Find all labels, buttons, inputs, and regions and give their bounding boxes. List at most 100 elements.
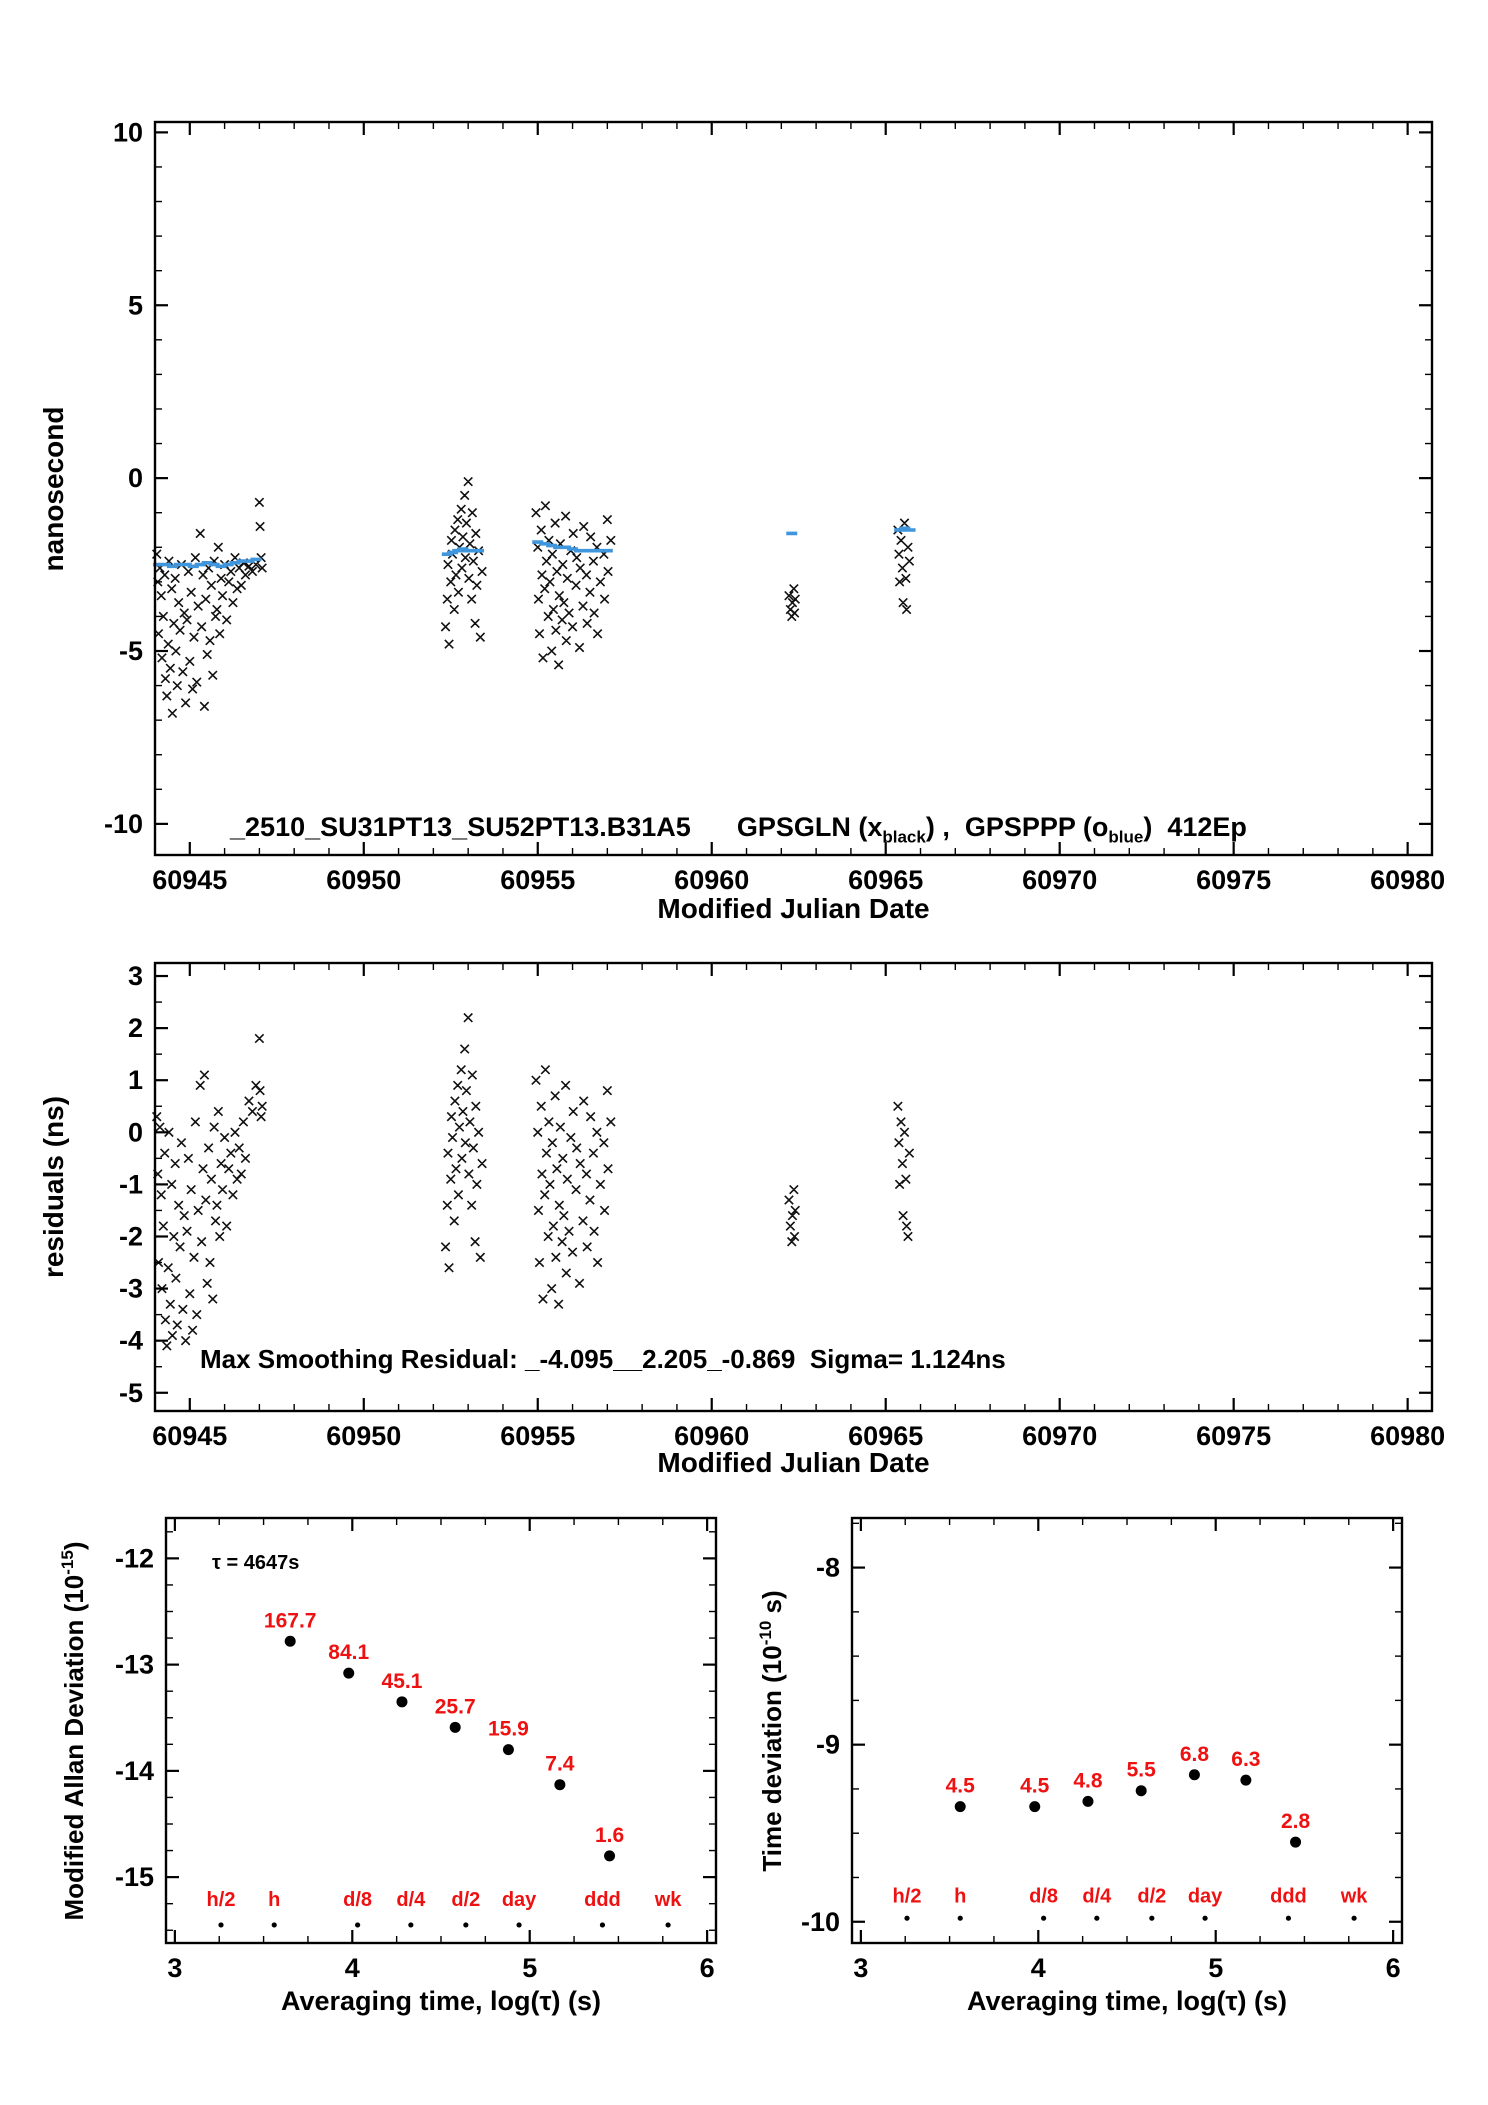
- svg-text:167.7: 167.7: [264, 1609, 317, 1632]
- svg-text:-2: -2: [119, 1221, 143, 1251]
- panel-tdev-axes: 3 4 5 6 -10 -9 -8: [801, 1516, 1404, 1983]
- axis-marker-dot: [1094, 1915, 1100, 1921]
- svg-text:60975: 60975: [1196, 865, 1271, 895]
- data-point: [449, 1721, 461, 1733]
- data-point: [554, 1779, 566, 1791]
- residuals-xlabel: Modified Julian Date: [657, 1447, 930, 1478]
- axis-marker-dot: [218, 1922, 224, 1928]
- panel-top-data: [151, 476, 916, 719]
- dataset-id-label: _2510_SU31PT13_SU52PT13.B31A5: [230, 812, 691, 842]
- series-gpsgln: [151, 476, 915, 719]
- svg-text:60980: 60980: [1370, 865, 1445, 895]
- data-point: [1240, 1774, 1252, 1786]
- axis-marker-dot: [516, 1922, 522, 1928]
- svg-text:-13: -13: [115, 1650, 154, 1680]
- svg-text:-10: -10: [801, 1907, 840, 1937]
- svg-text:-10: -10: [104, 809, 143, 839]
- svg-text:0: 0: [128, 1117, 143, 1147]
- axis-marker-dot: [408, 1922, 414, 1928]
- svg-text:2: 2: [128, 1013, 143, 1043]
- axis-marker-dot: [355, 1922, 361, 1928]
- panel-top-axes: 60945 60950 60955 60960 60965 60970 60975 60980…: [104, 117, 1445, 895]
- svg-text:-5: -5: [119, 1378, 143, 1408]
- svg-text:60960: 60960: [674, 1421, 749, 1451]
- svg-text:5: 5: [128, 290, 143, 320]
- svg-text:6: 6: [700, 1953, 715, 1983]
- residuals-ylabel: residuals (ns): [38, 1095, 69, 1279]
- data-point: [502, 1744, 514, 1756]
- data-point: [284, 1635, 296, 1647]
- tdev-ylabel-sup: -10: [756, 1620, 776, 1646]
- series2-sub: blue: [1108, 827, 1144, 847]
- svg-text:ddd: ddd: [584, 1889, 621, 1911]
- mdev-ylabel: Modified Allan Deviation (10-15): [58, 1542, 90, 1921]
- svg-text:1: 1: [128, 1065, 143, 1095]
- svg-text:5: 5: [1208, 1953, 1223, 1983]
- svg-text:60955: 60955: [500, 865, 575, 895]
- top-annotation: _2510_SU31PT13_SU52PT13.B31A5 GPSGLN (x bl…: [200, 781, 1247, 878]
- svg-text:h/2: h/2: [207, 1889, 236, 1911]
- panel-tdev: 3 4 5 6 -10 -9 -8 4.5 4.5 4.8 5.5 6.8 6.3 2.8 h/2 h d/8 d…: [801, 1516, 1404, 1983]
- panel-residuals: 60945 60950 60955 60960 60965 60970 60975 60980…: [119, 961, 1445, 1451]
- data-point: [396, 1696, 408, 1708]
- svg-text:-3: -3: [119, 1274, 143, 1304]
- top-ylabel: nanosecond: [38, 406, 69, 572]
- series-gpsppp: [152, 526, 916, 569]
- svg-text:h: h: [954, 1885, 966, 1907]
- tdev-xlabel: Averaging time, log(τ) (s): [966, 1986, 1288, 2016]
- svg-text:3: 3: [128, 961, 143, 991]
- series2-label: ) , GPSPPP (o: [925, 812, 1109, 842]
- svg-text:5: 5: [522, 1953, 537, 1983]
- svg-text:60945: 60945: [152, 865, 227, 895]
- data-point: [1135, 1785, 1147, 1797]
- svg-text:84.1: 84.1: [328, 1641, 369, 1664]
- svg-text:4.5: 4.5: [946, 1775, 976, 1798]
- mdev-xlabel: Averaging time, log(τ) (s): [280, 1986, 602, 2016]
- svg-text:60960: 60960: [674, 865, 749, 895]
- svg-text:15.9: 15.9: [488, 1718, 529, 1741]
- svg-text:7.4: 7.4: [545, 1753, 575, 1776]
- svg-text:-4: -4: [119, 1326, 143, 1356]
- residuals-annotation: Max Smoothing Residual: _-4.095__2.205_-…: [200, 1344, 1006, 1374]
- svg-text:1.6: 1.6: [595, 1824, 624, 1847]
- svg-text:60950: 60950: [326, 1421, 401, 1451]
- axis-marker-dot: [957, 1915, 963, 1921]
- svg-text:0: 0: [128, 463, 143, 493]
- svg-text:25.7: 25.7: [435, 1695, 476, 1718]
- svg-text:-5: -5: [119, 636, 143, 666]
- tdev-ylabel-post: s): [756, 1590, 787, 1621]
- svg-text:-15: -15: [115, 1862, 154, 1892]
- svg-text:d/4: d/4: [1082, 1885, 1112, 1907]
- tdev-ylabel-pre: Time deviation (10: [756, 1645, 787, 1872]
- svg-text:60965: 60965: [848, 1421, 923, 1451]
- series1-label: GPSGLN (x: [736, 812, 883, 842]
- data-point: [343, 1667, 355, 1679]
- axis-marker-dot: [599, 1922, 606, 1928]
- data-point: [1082, 1795, 1094, 1807]
- axis-marker-dot: [463, 1922, 469, 1928]
- axis-marker-dot: [271, 1922, 277, 1928]
- tau-note: τ = 4647s: [212, 1552, 300, 1574]
- axis-marker-dot: [1149, 1915, 1155, 1921]
- svg-text:-9: -9: [816, 1730, 840, 1760]
- svg-text:d/4: d/4: [396, 1889, 426, 1911]
- svg-text:-12: -12: [115, 1543, 154, 1573]
- svg-text:-14: -14: [115, 1756, 154, 1786]
- svg-text:6: 6: [1386, 1953, 1401, 1983]
- panel-residuals-data: [151, 1012, 915, 1351]
- data-point: [1029, 1801, 1041, 1813]
- data-point: [954, 1801, 966, 1813]
- svg-text:60950: 60950: [326, 865, 401, 895]
- svg-text:4.5: 4.5: [1020, 1775, 1050, 1798]
- svg-text:60945: 60945: [152, 1421, 227, 1451]
- svg-text:10: 10: [113, 117, 143, 147]
- svg-text:45.1: 45.1: [382, 1670, 423, 1693]
- axis-marker-dot: [1041, 1915, 1047, 1921]
- svg-text:4: 4: [1031, 1953, 1046, 1983]
- svg-text:60975: 60975: [1196, 1421, 1271, 1451]
- svg-text:d/8: d/8: [1029, 1885, 1058, 1907]
- svg-text:4.8: 4.8: [1073, 1769, 1103, 1792]
- tdev-ylabel: Time deviation (10-10 s): [756, 1590, 788, 1871]
- panel-mdev-axes: 3 4 5 6 -15 -14 -13 -12: [115, 1516, 718, 1983]
